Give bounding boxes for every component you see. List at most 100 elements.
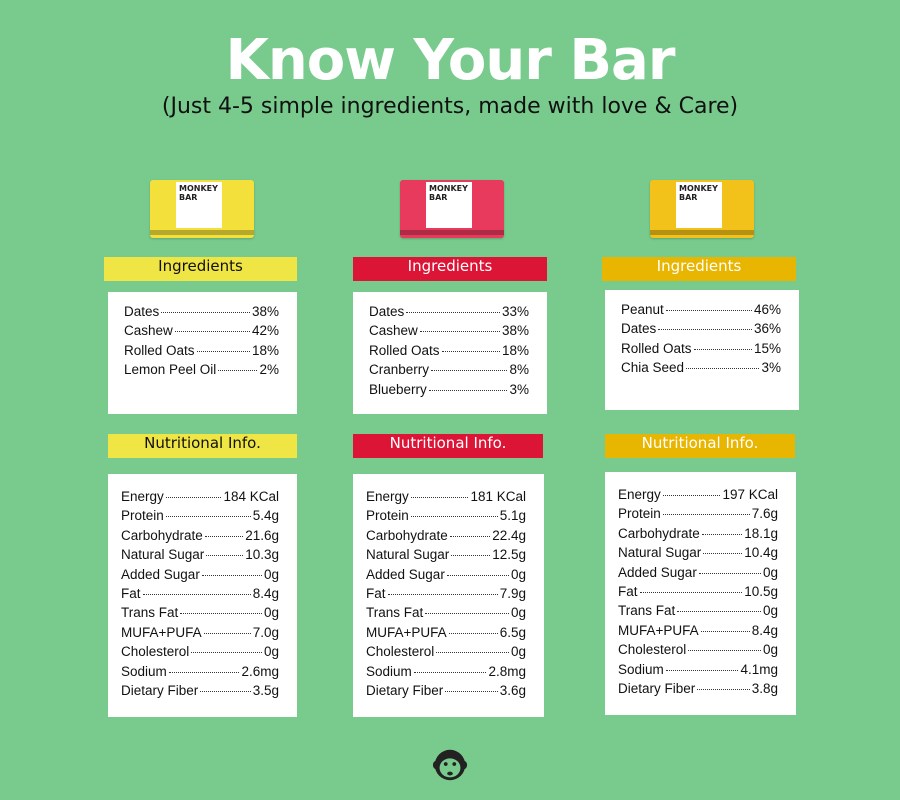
- dotted-leader: [445, 690, 498, 692]
- dotted-leader: [410, 516, 498, 518]
- dotted-leader: [191, 652, 262, 654]
- nutrient-name: Cholesterol: [121, 644, 190, 660]
- nutrition-row: Added Sugar 0g: [366, 567, 526, 586]
- ingredient-percent: 42%: [251, 323, 279, 339]
- nutrition-row: Protein 5.4g: [121, 508, 279, 527]
- nutrient-name: Fat: [121, 585, 141, 601]
- ingredient-percent: 3%: [761, 360, 781, 376]
- package-brand-label: MONKEY BAR: [676, 182, 722, 228]
- page-subtitle: (Just 4-5 simple ingredients, made with …: [161, 94, 739, 119]
- nutrition-row: Sodium 4.1mg: [618, 662, 778, 681]
- nutrition-row: Added Sugar 0g: [618, 565, 778, 584]
- ingredient-percent: 36%: [753, 321, 781, 337]
- dotted-leader: [165, 497, 222, 498]
- ingredient-name: Rolled Oats: [369, 342, 440, 358]
- nutrient-value: 0g: [510, 566, 526, 582]
- ingredients-header: Ingredients: [602, 257, 796, 281]
- dotted-leader: [406, 312, 500, 313]
- dotted-leader: [419, 331, 500, 333]
- nutrient-name: Sodium: [618, 661, 664, 677]
- nutrition-row: MUFA+PUFA 6.5g: [366, 625, 526, 644]
- ingredient-name: Blueberry: [369, 381, 427, 397]
- ingredient-name: Chia Seed: [621, 360, 685, 376]
- ingredient-percent: 15%: [753, 340, 781, 356]
- nutrition-row: MUFA+PUFA 8.4g: [618, 623, 778, 642]
- dotted-leader: [701, 533, 743, 535]
- nutrient-name: MUFA+PUFA: [366, 624, 447, 640]
- ingredient-percent: 38%: [251, 304, 279, 319]
- nutrient-name: Added Sugar: [121, 566, 200, 582]
- nutrition-row: Sodium 2.8mg: [366, 664, 526, 683]
- dotted-leader: [161, 312, 250, 313]
- dotted-leader: [665, 310, 752, 311]
- dotted-leader: [200, 690, 251, 692]
- nutrient-value: 0g: [762, 564, 778, 580]
- nutrient-name: Carbohydrate: [618, 525, 700, 541]
- nutrient-value: 3.5g: [252, 682, 279, 698]
- dotted-leader: [218, 370, 258, 372]
- ingredient-percent: 33%: [501, 304, 529, 319]
- nutrition-row: Fat 10.5g: [618, 584, 778, 603]
- ingredient-row: Dates 38%: [124, 304, 279, 323]
- ingredient-row: Rolled Oats 18%: [369, 343, 529, 362]
- ingredient-row: Rolled Oats 15%: [621, 341, 781, 360]
- nutrient-value: 8.4g: [252, 585, 279, 601]
- ingredient-row: Chia Seed 3%: [621, 360, 781, 379]
- ingredient-row: Cranberry 8%: [369, 362, 529, 381]
- nutrition-row: Cholesterol 0g: [366, 644, 526, 663]
- ingredient-row: Lemon Peel Oil 2%: [124, 362, 279, 381]
- ingredient-name: Cashew: [369, 323, 418, 339]
- nutrition-row: Fat 8.4g: [121, 586, 279, 605]
- product-package-image: MONKEY BAR: [400, 180, 504, 238]
- nutrient-name: Trans Fat: [121, 605, 179, 621]
- nutrition-row: MUFA+PUFA 7.0g: [121, 625, 279, 644]
- nutrient-name: MUFA+PUFA: [618, 622, 699, 638]
- ingredient-name: Dates: [124, 304, 160, 319]
- ingredients-box: Dates 38% Cashew 42% Rolled Oats 18% Lemon Pee…: [108, 292, 297, 414]
- dotted-leader: [142, 593, 251, 595]
- ingredient-percent: 46%: [753, 302, 781, 317]
- ingredients-box: Peanut 46% Dates 36% Rolled Oats 15% Chia Seed…: [605, 290, 799, 410]
- nutrient-value: 0g: [510, 605, 526, 621]
- nutrient-value: 7.9g: [499, 585, 526, 601]
- nutrition-row: Carbohydrate 22.4g: [366, 528, 526, 547]
- nutrition-row: Dietary Fiber 3.8g: [618, 681, 778, 700]
- nutrient-name: Fat: [366, 585, 386, 601]
- nutrient-value: 0g: [762, 603, 778, 619]
- ingredient-name: Dates: [369, 304, 405, 319]
- dotted-leader: [688, 650, 761, 652]
- nutrient-name: Cholesterol: [618, 642, 687, 658]
- dotted-leader: [206, 555, 244, 557]
- dotted-leader: [448, 632, 498, 634]
- package-brand-label: MONKEY BAR: [176, 182, 222, 228]
- dotted-leader: [431, 370, 508, 372]
- ingredient-name: Rolled Oats: [124, 342, 195, 358]
- nutrition-row: Protein 7.6g: [618, 506, 778, 525]
- ingredient-percent: 38%: [501, 323, 529, 339]
- dotted-leader: [658, 329, 752, 331]
- nutrition-header: Nutritional Info.: [605, 434, 795, 458]
- ingredient-row: Cashew 42%: [124, 323, 279, 342]
- nutrient-value: 10.4g: [744, 545, 778, 561]
- nutrient-value: 5.4g: [252, 508, 279, 524]
- nutrient-value: 4.1mg: [740, 661, 778, 677]
- nutrition-row: Cholesterol 0g: [618, 642, 778, 661]
- nutrition-header: Nutritional Info.: [353, 434, 543, 458]
- nutrition-row: Natural Sugar 10.3g: [121, 547, 279, 566]
- ingredient-name: Peanut: [621, 302, 664, 317]
- nutrition-row: Sodium 2.6mg: [121, 664, 279, 683]
- nutrition-header: Nutritional Info.: [108, 434, 297, 458]
- nutrient-name: MUFA+PUFA: [121, 624, 202, 640]
- ingredient-percent: 2%: [259, 362, 279, 378]
- ingredient-percent: 8%: [509, 362, 529, 378]
- nutrient-value: 0g: [263, 605, 279, 621]
- nutrition-row: Cholesterol 0g: [121, 644, 279, 663]
- dotted-leader: [425, 613, 509, 615]
- nutrient-value: 0g: [762, 642, 778, 658]
- dotted-leader: [410, 497, 469, 498]
- ingredients-header: Ingredients: [104, 257, 297, 281]
- ingredient-row: Cashew 38%: [369, 323, 529, 342]
- nutrient-value: 0g: [263, 566, 279, 582]
- product-package-image: MONKEY BAR: [150, 180, 254, 238]
- nutrient-name: Trans Fat: [618, 603, 676, 619]
